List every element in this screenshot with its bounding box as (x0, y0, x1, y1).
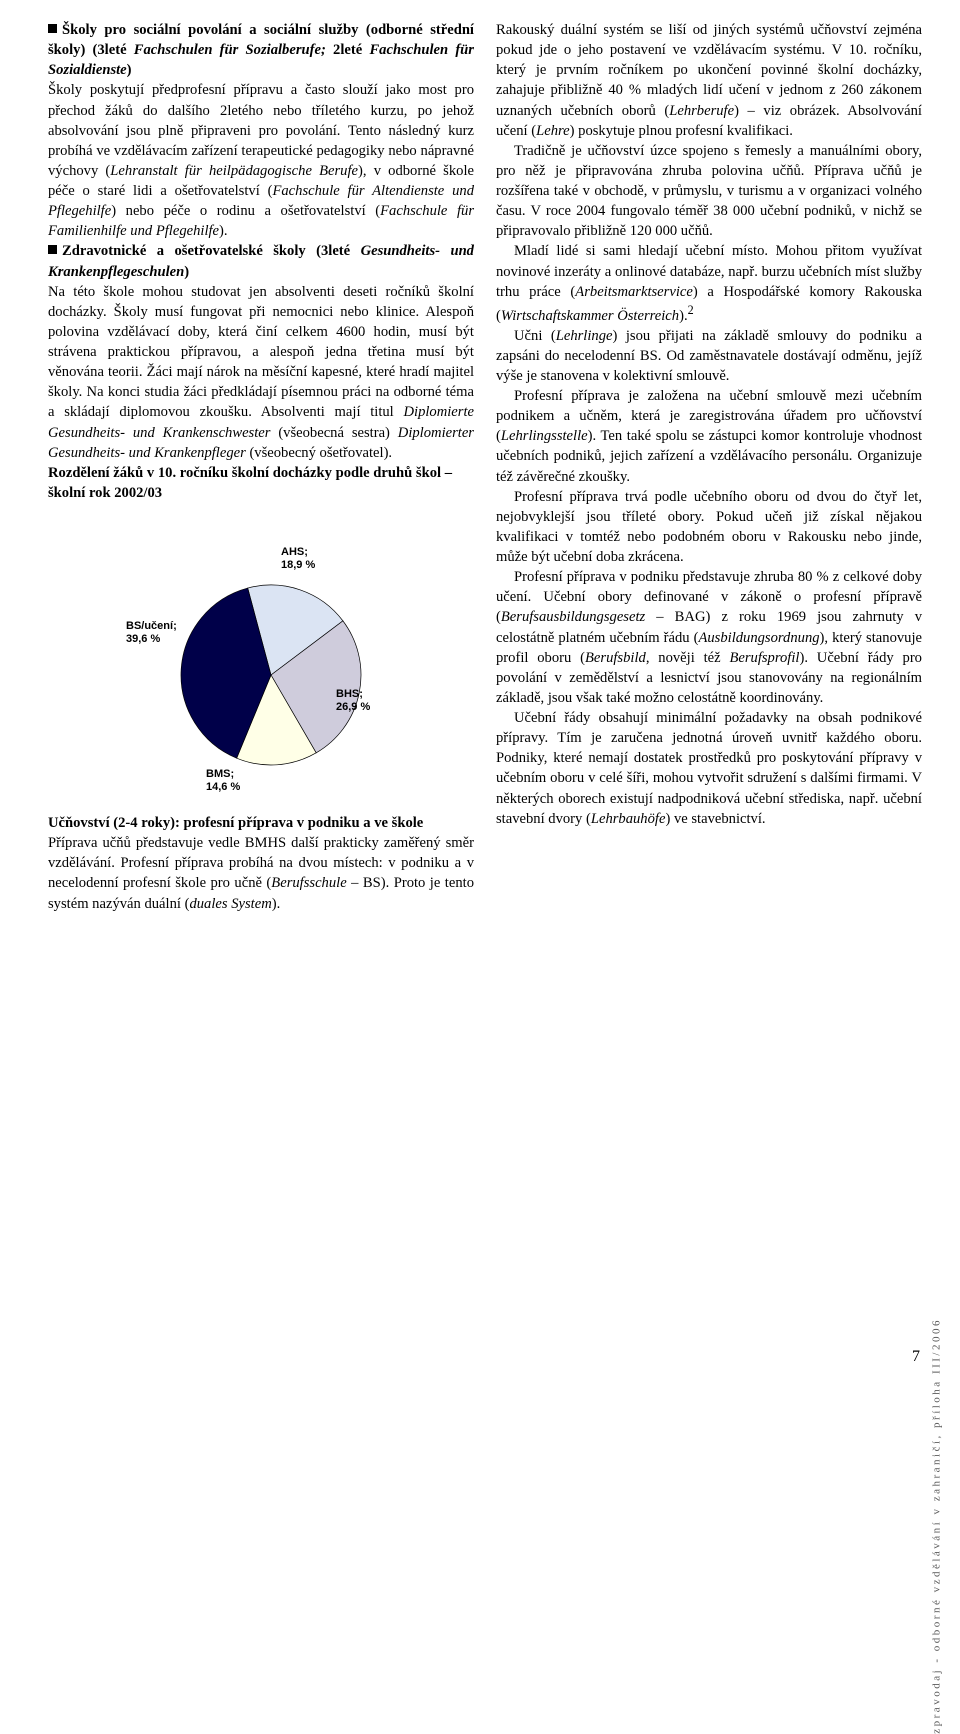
square-bullet-icon (48, 245, 57, 254)
side-running-text: zpravodaj - odborné vzdělávání v zahrani… (931, 1318, 943, 1734)
svg-text:AHS;: AHS; (281, 546, 308, 558)
paragraph: Školy poskytují předprofesní přípravu a … (48, 80, 474, 241)
bullet-item-1: Školy pro sociální povolání a sociální s… (48, 20, 474, 80)
svg-text:14,6 %: 14,6 % (206, 781, 240, 793)
pie-chart: AHS;18,9 % BHS;26,9 % BMS;14,6 % BS/učení;3… (48, 515, 474, 795)
paragraph: Profesní příprava trvá podle učebního ob… (496, 487, 922, 568)
svg-text:BMS;: BMS; (206, 768, 234, 780)
page-number: 7 (912, 1348, 920, 1366)
chart-heading: Rozdělení žáků v 10. ročníku školní doch… (48, 463, 474, 503)
subsection-heading: Učňovství (2-4 roky): profesní příprava … (48, 813, 474, 833)
paragraph: Učební řády obsahují minimální požadavky… (496, 708, 922, 829)
bullet-item-2: Zdravotnické a ošetřovatelské školy (3le… (48, 241, 474, 281)
svg-text:BHS;: BHS; (336, 688, 363, 700)
svg-text:39,6 %: 39,6 % (126, 633, 160, 645)
paragraph: Profesní příprava v podniku představuje … (496, 567, 922, 708)
paragraph: Učni (Lehrlinge) jsou přijati na základě… (496, 326, 922, 386)
svg-text:18,9 %: 18,9 % (281, 559, 315, 571)
paragraph: Rakouský duální systém se liší od jiných… (496, 20, 922, 141)
paragraph: Mladí lidé si sami hledají učební místo.… (496, 241, 922, 325)
paragraph: Příprava učňů představuje vedle BMHS dal… (48, 833, 474, 914)
paragraph: Na této škole mohou studovat jen absolve… (48, 282, 474, 463)
svg-text:26,9 %: 26,9 % (336, 701, 370, 713)
left-column: Školy pro sociální povolání a sociální s… (48, 20, 474, 914)
square-bullet-icon (48, 24, 57, 33)
svg-text:BS/učení;: BS/učení; (126, 620, 177, 632)
paragraph: Profesní příprava je založena na učební … (496, 386, 922, 487)
footnote-ref: 2 (688, 303, 694, 317)
paragraph: Tradičně je učňovství úzce spojeno s řem… (496, 141, 922, 242)
right-column: Rakouský duální systém se liší od jiných… (496, 20, 922, 914)
